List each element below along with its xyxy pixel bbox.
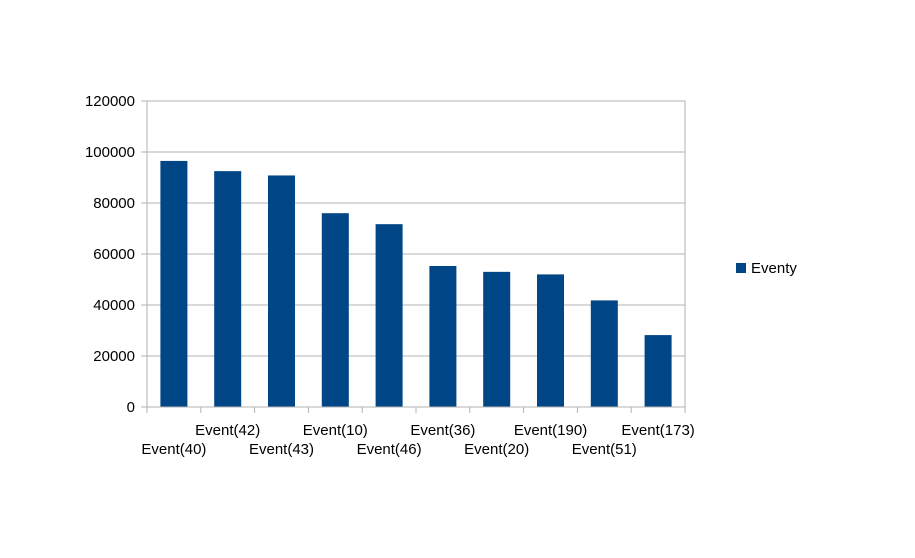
x-tick-label: Event(51) [572, 441, 637, 458]
y-axis-tick-labels: 0 20000 40000 60000 80000 100000 120000 [85, 93, 135, 416]
x-tick-label: Event(10) [303, 422, 368, 439]
bar [214, 171, 242, 407]
bar [321, 213, 349, 407]
x-tick-label: Event(46) [357, 441, 422, 458]
x-tick-label: Event(36) [410, 422, 475, 439]
bar [429, 265, 457, 407]
y-tick-label: 120000 [85, 93, 135, 110]
bar [590, 300, 618, 407]
bar [268, 175, 295, 407]
x-tick-label: Event(190) [514, 422, 587, 439]
bar [483, 271, 511, 407]
x-tick-label: Event(42) [195, 422, 260, 439]
x-axis [146, 406, 686, 413]
bar-series [160, 160, 672, 407]
x-tick-label: Event(40) [141, 441, 206, 458]
x-tick-label: Event(43) [249, 441, 314, 458]
x-axis-tick-labels: Event(40) Event(42) Event(43) Event(10) Even… [141, 422, 694, 458]
legend-label-eventy: Eventy [751, 260, 797, 277]
legend-swatch-eventy [736, 263, 746, 273]
y-tick-label: 80000 [93, 195, 135, 212]
x-tick-label: Event(173) [621, 422, 694, 439]
bar [375, 224, 403, 407]
x-tick-label: Event(20) [464, 441, 529, 458]
bar [644, 335, 672, 407]
y-tick-label: 0 [127, 399, 135, 416]
y-tick-label: 60000 [93, 246, 135, 263]
bar [537, 274, 564, 407]
legend: Eventy [736, 260, 797, 277]
y-tick-label: 20000 [93, 348, 135, 365]
bar [160, 160, 188, 407]
y-tick-label: 40000 [93, 297, 135, 314]
y-tick-label: 100000 [85, 144, 135, 161]
